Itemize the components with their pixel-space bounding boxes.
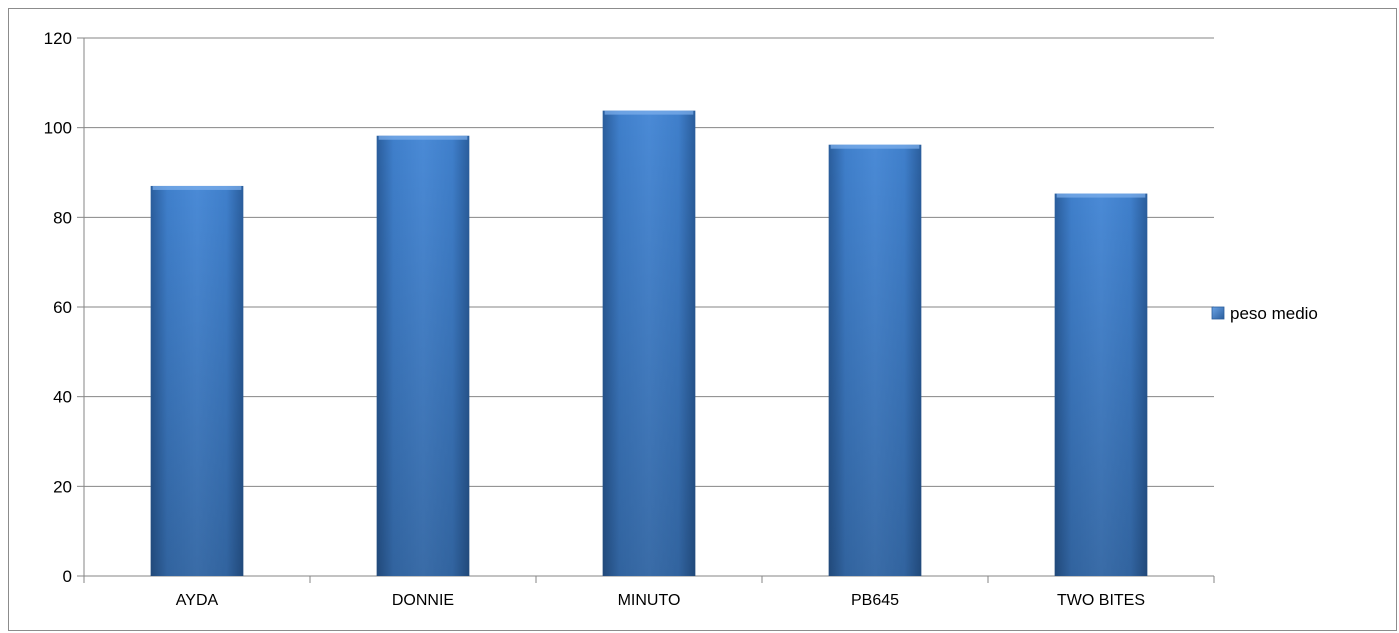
- legend-label-peso-medio: peso medio: [1230, 304, 1318, 323]
- x-tick-label: TWO BITES: [1057, 592, 1145, 609]
- bar-chart: 0 20 40 60 80 100 120 AYDA DONNIE MINUTO PB645 TWO …: [44, 29, 1318, 609]
- bar-shade: [376, 135, 470, 576]
- chart-frame: 0 20 40 60 80 100 120 AYDA DONNIE MINUTO PB645 TWO …: [8, 8, 1397, 631]
- x-tick-label: DONNIE: [392, 592, 454, 609]
- bars: [150, 110, 1148, 577]
- bar-donnie: [376, 135, 470, 576]
- legend-swatch-peso-medio: [1211, 306, 1225, 320]
- y-tick-label: 0: [63, 567, 72, 586]
- bar-shade: [150, 185, 244, 576]
- bar-bevel: [378, 135, 468, 140]
- y-tick-label: 100: [44, 119, 72, 138]
- bar-bevel: [830, 144, 920, 149]
- x-tick-label: MINUTO: [618, 592, 681, 609]
- y-tick-label: 20: [53, 477, 72, 496]
- bar-bevel: [604, 110, 694, 115]
- bar-shade: [828, 144, 922, 576]
- y-tick-label: 60: [53, 298, 72, 317]
- bar-minuto: [602, 110, 696, 576]
- bar-shade: [602, 110, 696, 576]
- bar-two-bites: [1054, 193, 1148, 577]
- bar-ayda: [150, 185, 244, 576]
- axis-labels: 0 20 40 60 80 100 120 AYDA DONNIE MINUTO PB645 TWO …: [44, 29, 1145, 609]
- bar-bevel: [1056, 193, 1146, 198]
- x-tick-label: PB645: [851, 592, 899, 609]
- y-tick-label: 80: [53, 208, 72, 227]
- bar-pb645: [828, 144, 922, 576]
- y-tick-label: 40: [53, 388, 72, 407]
- bar-bevel: [152, 185, 242, 190]
- x-tick-label: AYDA: [176, 592, 219, 609]
- legend: peso medio: [1211, 304, 1318, 323]
- bar-shade: [1054, 193, 1148, 577]
- y-tick-label: 120: [44, 29, 72, 48]
